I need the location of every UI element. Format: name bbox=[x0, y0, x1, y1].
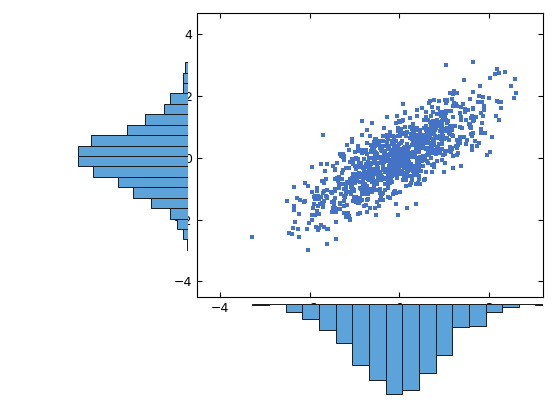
Bar bbox=[502, 304, 519, 307]
Bar bbox=[118, 177, 188, 187]
Bar bbox=[436, 304, 452, 355]
Bar bbox=[486, 304, 502, 312]
Bar bbox=[170, 208, 188, 218]
Bar bbox=[176, 218, 188, 229]
Bar bbox=[164, 104, 188, 114]
Bar bbox=[319, 304, 335, 330]
Bar bbox=[78, 146, 188, 156]
Bar bbox=[151, 198, 188, 208]
Bar bbox=[78, 156, 188, 166]
Bar bbox=[186, 239, 188, 250]
Bar bbox=[535, 304, 552, 305]
Bar bbox=[184, 73, 188, 83]
Bar bbox=[253, 304, 269, 305]
Bar bbox=[369, 304, 386, 380]
Bar bbox=[419, 304, 436, 373]
X-axis label: x1: x1 bbox=[361, 320, 380, 335]
Bar bbox=[402, 304, 419, 390]
Bar bbox=[302, 304, 319, 319]
Bar bbox=[185, 62, 188, 73]
Bar bbox=[469, 304, 486, 326]
Bar bbox=[184, 83, 188, 93]
Bar bbox=[91, 135, 188, 146]
Bar bbox=[286, 304, 302, 312]
Bar bbox=[128, 125, 188, 135]
Bar bbox=[133, 187, 188, 198]
Bar bbox=[335, 304, 352, 344]
Bar bbox=[170, 93, 188, 104]
Bar bbox=[452, 304, 469, 327]
Bar bbox=[352, 304, 369, 365]
Bar bbox=[93, 166, 188, 177]
Bar bbox=[145, 114, 188, 125]
Bar bbox=[184, 229, 188, 239]
Bar bbox=[386, 304, 402, 394]
Y-axis label: y1: y1 bbox=[153, 145, 169, 164]
